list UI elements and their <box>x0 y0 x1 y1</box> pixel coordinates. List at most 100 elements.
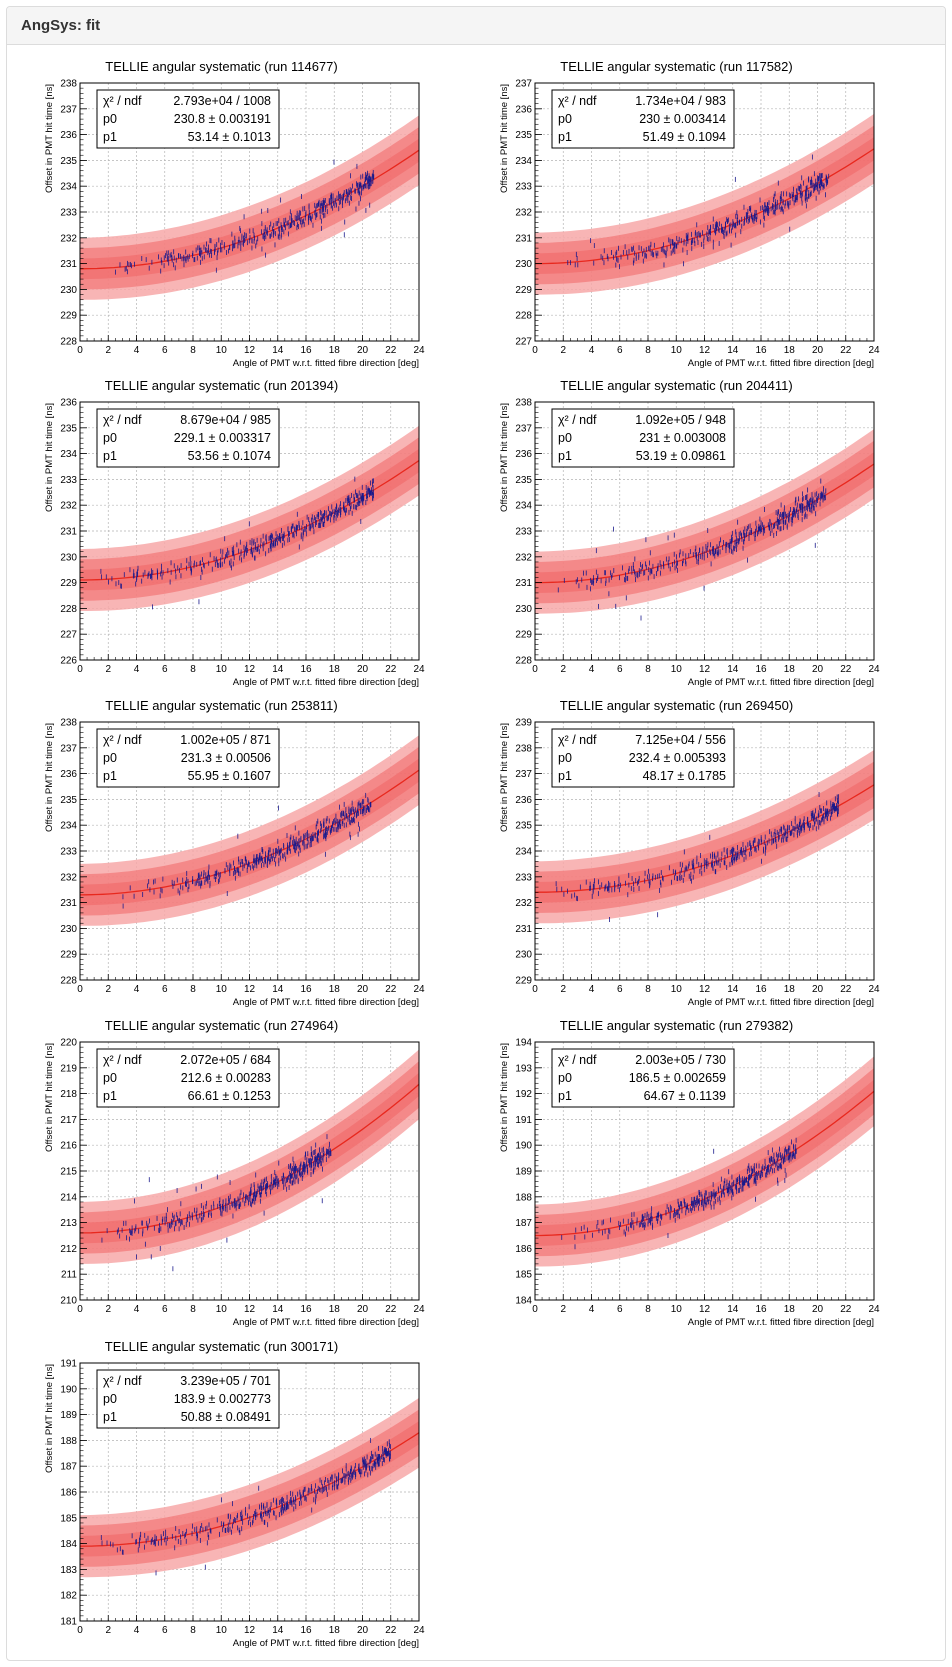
y-tick-label: 229 <box>60 311 77 322</box>
x-tick-label: 16 <box>755 984 767 995</box>
fit-band-inner <box>535 1079 874 1246</box>
x-tick-label: 18 <box>784 984 796 995</box>
y-tick-label: 237 <box>60 104 77 115</box>
y-tick-label: 234 <box>515 501 532 512</box>
stat-chi2-value: 2.793e+04 / 1008 <box>173 94 271 108</box>
x-tick-label: 12 <box>244 984 256 995</box>
x-tick-label: 14 <box>272 1304 284 1315</box>
stat-p1-label: p1 <box>558 769 572 783</box>
y-axis-label: Offset in PMT hit time [ns] <box>499 1043 510 1152</box>
plot-content <box>535 113 874 295</box>
y-tick-label: 186 <box>515 1244 532 1255</box>
y-axis-label: Offset in PMT hit time [ns] <box>44 723 55 832</box>
y-tick-label: 231 <box>60 527 77 538</box>
x-tick-label: 10 <box>671 345 683 356</box>
x-tick-label: 24 <box>868 345 880 356</box>
stat-chi2-label: χ² / ndf <box>558 413 597 427</box>
x-tick-label: 6 <box>162 984 168 995</box>
x-tick-label: 12 <box>699 664 711 675</box>
stat-p1-value: 53.19 ± 0.09861 <box>636 449 726 463</box>
y-tick-label: 236 <box>60 769 77 780</box>
chart-title: TELLIE angular systematic (run 269450) <box>560 698 793 713</box>
plot-content <box>80 115 419 300</box>
stat-p1-value: 66.61 ± 0.1253 <box>188 1089 271 1103</box>
x-tick-label: 10 <box>671 664 683 675</box>
y-tick-label: 229 <box>515 285 532 296</box>
plot-content <box>80 1397 419 1578</box>
chart-title: TELLIE angular systematic (run 117582) <box>560 59 792 74</box>
stats-frame <box>551 408 735 468</box>
stat-chi2-label: χ² / ndf <box>103 733 142 747</box>
x-tick-label: 22 <box>385 984 397 995</box>
x-tick-label: 12 <box>699 1304 711 1315</box>
x-axis-label: Angle of PMT w.r.t. fitted fibre directi… <box>233 1317 419 1328</box>
y-tick-label: 238 <box>515 398 532 409</box>
stat-p1-value: 53.14 ± 0.1013 <box>188 130 271 144</box>
y-axis-label: Offset in PMT hit time [ns] <box>499 723 510 832</box>
x-tick-label: 20 <box>357 1304 369 1315</box>
y-tick-label: 229 <box>60 578 77 589</box>
y-tick-label: 237 <box>515 769 532 780</box>
x-tick-label: 2 <box>105 1304 111 1315</box>
fit-band-inner <box>80 758 419 906</box>
x-tick-label: 0 <box>532 345 538 356</box>
fit-band-inner <box>535 773 874 903</box>
x-tick-label: 12 <box>244 664 256 675</box>
stat-p0-value: 230.8 ± 0.003191 <box>174 112 271 126</box>
x-tick-label: 4 <box>134 984 140 995</box>
x-tick-label: 2 <box>105 984 111 995</box>
x-tick-label: 4 <box>589 984 595 995</box>
x-tick-label: 8 <box>645 345 651 356</box>
y-tick-label: 235 <box>60 795 77 806</box>
x-tick-label: 22 <box>840 345 852 356</box>
stat-chi2-label: χ² / ndf <box>558 94 597 108</box>
stat-p0-value: 186.5 ± 0.002659 <box>629 1071 726 1085</box>
stat-chi2-value: 1.734e+04 / 983 <box>635 94 726 108</box>
x-tick-label: 0 <box>77 984 83 995</box>
y-tick-label: 234 <box>515 847 532 858</box>
stat-p0-label: p0 <box>558 112 572 126</box>
plot-content <box>80 735 419 926</box>
panel-title: AngSys: fit <box>7 7 945 45</box>
y-tick-label: 214 <box>60 1192 77 1203</box>
plot-content <box>535 1056 874 1267</box>
x-tick-label: 22 <box>840 984 852 995</box>
x-tick-label: 24 <box>868 664 880 675</box>
stat-p0-label: p0 <box>558 431 572 445</box>
fit-band-inner <box>535 452 874 593</box>
x-tick-label: 4 <box>134 1304 140 1315</box>
y-tick-label: 237 <box>515 423 532 434</box>
x-tick-label: 10 <box>216 984 228 995</box>
x-tick-label: 6 <box>162 345 168 356</box>
stat-chi2-label: χ² / ndf <box>103 1053 142 1067</box>
x-tick-label: 6 <box>617 1304 623 1315</box>
chart-7: 0 2 4 6 8 10 12 14 16 18 20 22 242102112122132142152… <box>44 1018 425 1328</box>
stat-chi2-value: 2.003e+05 / 730 <box>635 1053 726 1067</box>
x-tick-label: 6 <box>617 664 623 675</box>
x-tick-label: 24 <box>868 1304 880 1315</box>
x-tick-label: 22 <box>385 664 397 675</box>
y-axis-label: Offset in PMT hit time [ns] <box>44 84 55 193</box>
fit-band-inner <box>535 137 874 274</box>
x-tick-label: 14 <box>272 664 284 675</box>
y-tick-label: 188 <box>515 1192 532 1203</box>
y-tick-label: 210 <box>60 1296 77 1307</box>
stat-p0-label: p0 <box>558 751 572 765</box>
stat-p1-label: p1 <box>103 769 117 783</box>
x-tick-label: 14 <box>727 664 739 675</box>
y-tick-label: 232 <box>515 552 532 563</box>
stat-p0-value: 230 ± 0.003414 <box>639 112 726 126</box>
y-tick-label: 236 <box>60 398 77 409</box>
chart-3: 0 2 4 6 8 10 12 14 16 18 20 22 242262272282292302312… <box>44 378 425 688</box>
y-tick-label: 184 <box>515 1296 532 1307</box>
stat-p0-label: p0 <box>558 1071 572 1085</box>
chart-9: 0 2 4 6 8 10 12 14 16 18 20 22 241811821831841851861… <box>44 1339 425 1649</box>
y-tick-label: 236 <box>515 449 532 460</box>
x-tick-label: 18 <box>784 664 796 675</box>
fit-band-middle <box>80 1061 419 1254</box>
x-tick-label: 10 <box>671 1304 683 1315</box>
y-tick-label: 236 <box>60 130 77 141</box>
y-tick-label: 227 <box>515 337 532 348</box>
y-tick-label: 238 <box>515 743 532 754</box>
